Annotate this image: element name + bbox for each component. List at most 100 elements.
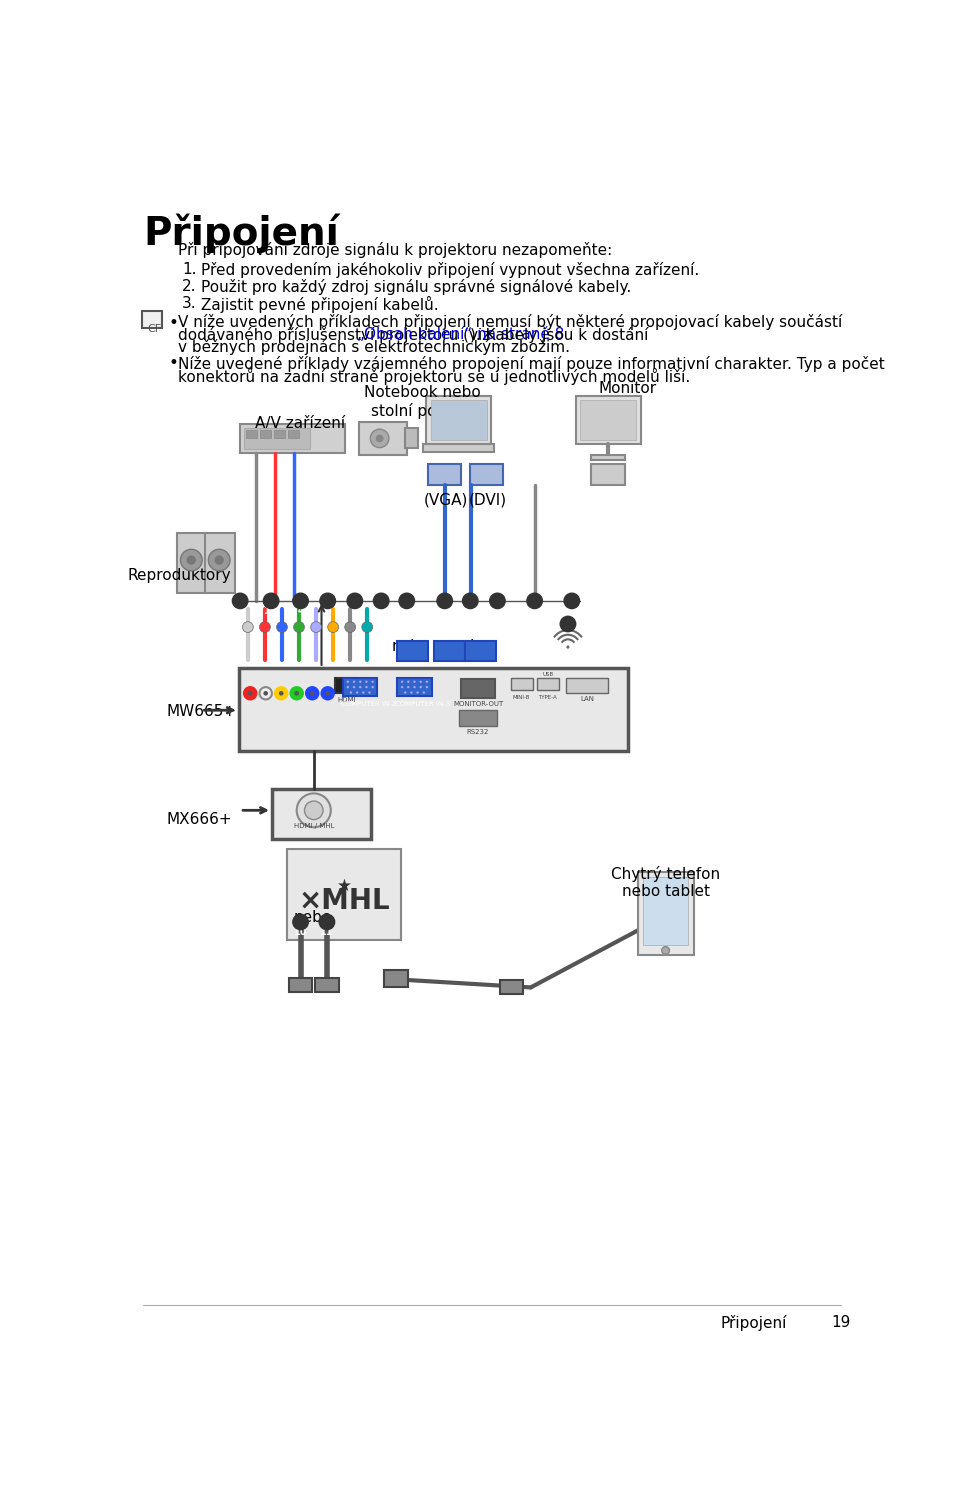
- Bar: [272, 789, 372, 839]
- Text: konektorů na zadní straně projektoru se u jednotlivých modelů liší.: konektorů na zadní straně projektoru se …: [179, 368, 690, 385]
- Circle shape: [527, 593, 542, 608]
- Bar: [461, 680, 495, 698]
- Bar: [247, 429, 257, 438]
- Text: COMPUTER IN-3: COMPUTER IN-3: [396, 701, 450, 707]
- Text: 10: 10: [264, 607, 277, 616]
- Bar: [565, 678, 609, 693]
- Bar: [288, 429, 299, 438]
- Bar: [643, 877, 688, 945]
- Bar: [178, 534, 206, 593]
- Text: Monitor: Monitor: [599, 380, 657, 395]
- Circle shape: [248, 690, 252, 696]
- Text: v běžnych prodejnách s elektrotechnickým zbožim.: v běžnych prodejnách s elektrotechnickým…: [179, 338, 570, 355]
- Circle shape: [319, 914, 335, 930]
- Circle shape: [369, 692, 371, 693]
- Text: COMPUTER IN-2: COMPUTER IN-2: [341, 701, 396, 707]
- Circle shape: [561, 616, 576, 632]
- Circle shape: [232, 593, 248, 608]
- Text: (VGA): (VGA): [423, 492, 468, 507]
- Text: ). Kabely jsou k dostání: ). Kabely jsou k dostání: [470, 327, 648, 343]
- Text: USB: USB: [542, 672, 553, 677]
- Text: dodávaného příslušenství projektoru (viz: dodávaného příslušenství projektoru (viz: [179, 327, 495, 343]
- Bar: [239, 668, 628, 751]
- Bar: [344, 678, 377, 696]
- Circle shape: [278, 690, 283, 696]
- Bar: [465, 641, 496, 661]
- Circle shape: [275, 687, 287, 699]
- Circle shape: [359, 686, 361, 689]
- Text: 7: 7: [442, 607, 448, 616]
- Text: Reproduktory: Reproduktory: [128, 568, 231, 583]
- Circle shape: [244, 687, 256, 699]
- Circle shape: [463, 593, 478, 608]
- Circle shape: [297, 793, 331, 828]
- Text: Zajistit pevné připojení kabelů.: Zajistit pevné připojení kabelů.: [202, 295, 439, 313]
- Bar: [434, 641, 465, 661]
- Text: MINI-B: MINI-B: [513, 695, 530, 699]
- Bar: [289, 978, 312, 992]
- Text: nebo: nebo: [452, 640, 491, 655]
- Circle shape: [306, 687, 319, 699]
- Text: RS232: RS232: [467, 729, 490, 735]
- Text: Připojení: Připojení: [143, 213, 339, 253]
- Bar: [426, 397, 492, 444]
- Text: 6: 6: [378, 607, 385, 616]
- Circle shape: [359, 680, 361, 683]
- Bar: [500, 980, 523, 993]
- Text: CF: CF: [147, 324, 161, 334]
- Circle shape: [293, 593, 308, 608]
- Circle shape: [375, 434, 383, 443]
- Circle shape: [259, 687, 272, 699]
- Text: nebo: nebo: [392, 640, 430, 655]
- Bar: [335, 678, 357, 693]
- Text: LAN: LAN: [581, 696, 594, 702]
- Text: MX666+: MX666+: [166, 813, 232, 828]
- Circle shape: [566, 646, 569, 649]
- Circle shape: [347, 680, 349, 683]
- Bar: [591, 455, 625, 459]
- Circle shape: [407, 680, 410, 683]
- Circle shape: [420, 686, 421, 689]
- Text: 10: 10: [294, 927, 307, 938]
- Circle shape: [295, 690, 299, 696]
- Text: 7: 7: [237, 607, 244, 616]
- Circle shape: [410, 692, 413, 693]
- Circle shape: [371, 429, 389, 447]
- Bar: [275, 429, 285, 438]
- Circle shape: [293, 914, 308, 930]
- Text: 7: 7: [351, 607, 358, 616]
- Circle shape: [348, 593, 363, 608]
- Circle shape: [399, 593, 415, 608]
- Circle shape: [372, 686, 373, 689]
- Bar: [396, 641, 427, 661]
- Bar: [244, 428, 310, 449]
- Text: MONITOR-OUT: MONITOR-OUT: [453, 701, 503, 707]
- Text: ★: ★: [337, 877, 351, 895]
- Circle shape: [401, 680, 403, 683]
- Text: 2: 2: [568, 607, 575, 616]
- Bar: [591, 464, 625, 486]
- Text: 8: 8: [324, 607, 331, 616]
- Circle shape: [353, 686, 355, 689]
- Text: nebo: nebo: [294, 911, 332, 926]
- Circle shape: [414, 686, 416, 689]
- Circle shape: [404, 692, 406, 693]
- Text: Připojení: Připojení: [721, 1315, 787, 1331]
- Text: Při připojování zdroje signálu k projektoru nezapomeňte:: Při připojování zdroje signálu k projekt…: [179, 242, 612, 258]
- Circle shape: [294, 622, 304, 632]
- Circle shape: [353, 680, 355, 683]
- Circle shape: [263, 593, 278, 608]
- Circle shape: [320, 593, 335, 608]
- Circle shape: [407, 686, 410, 689]
- Text: V níže uvedených příkladech připojení nemusí být některé propojovací kabely souč: V níže uvedených příkladech připojení ne…: [179, 315, 842, 331]
- Text: 3: 3: [494, 607, 501, 616]
- Circle shape: [372, 680, 373, 683]
- Circle shape: [322, 687, 334, 699]
- Bar: [260, 429, 271, 438]
- Circle shape: [291, 687, 303, 699]
- Text: •: •: [168, 355, 178, 373]
- Circle shape: [490, 593, 505, 608]
- Text: A/V zařízení: A/V zařízení: [254, 416, 345, 431]
- Circle shape: [327, 622, 339, 632]
- Circle shape: [345, 622, 355, 632]
